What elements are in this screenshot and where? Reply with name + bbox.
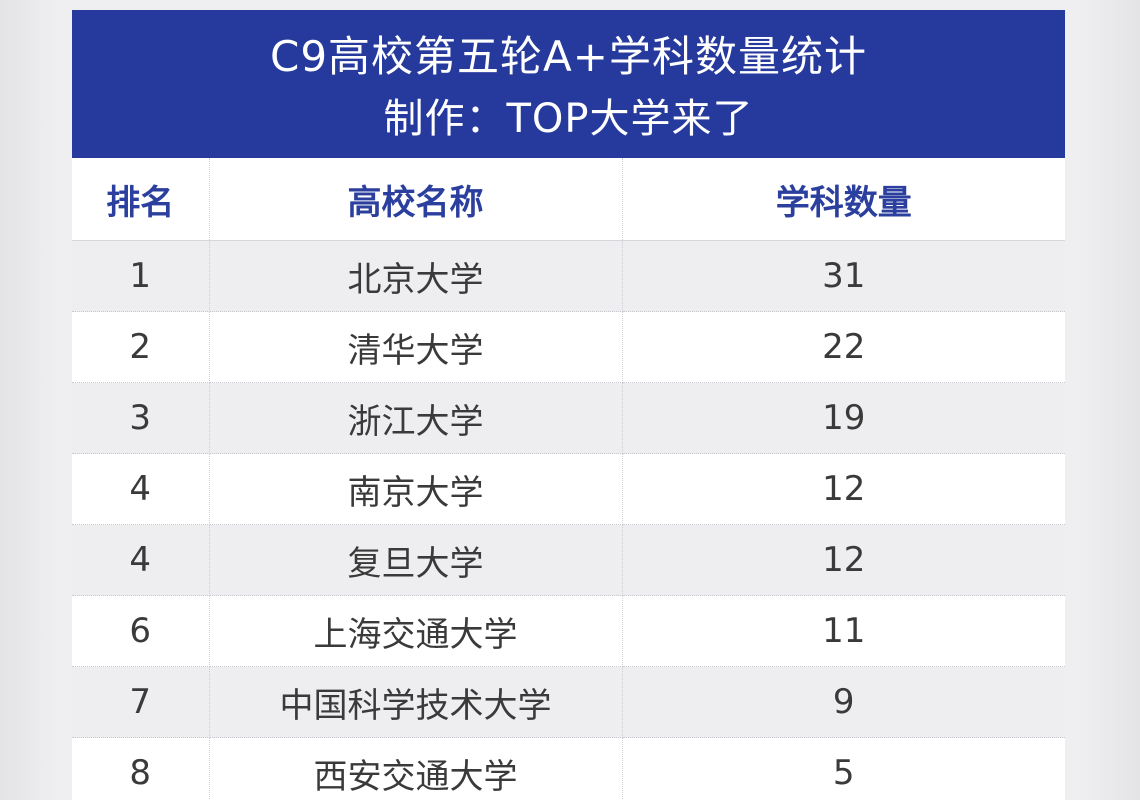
university-name-cell: 南京大学: [209, 453, 623, 525]
column-header-rank: 排名: [72, 158, 210, 241]
university-name-cell: 中国科学技术大学: [209, 666, 623, 738]
table-row: 4 复旦大学 12: [72, 524, 1065, 596]
page-title: C9高校第五轮A+学科数量统计: [270, 32, 867, 81]
subject-count-cell: 11: [622, 595, 1065, 667]
column-header-name: 高校名称: [209, 158, 623, 241]
rank-cell: 8: [72, 737, 210, 800]
university-name-cell: 北京大学: [209, 240, 623, 312]
subject-count-cell: 5: [622, 737, 1065, 800]
table-row: 8 西安交通大学 5: [72, 737, 1065, 800]
table-row: 1 北京大学 31: [72, 240, 1065, 312]
subject-count-cell: 22: [622, 311, 1065, 383]
rank-cell: 6: [72, 595, 210, 667]
rank-cell: 2: [72, 311, 210, 383]
rank-cell: 4: [72, 453, 210, 525]
subject-count-cell: 12: [622, 524, 1065, 596]
university-name-cell: 清华大学: [209, 311, 623, 383]
ranking-table: 排名 高校名称 学科数量 1 北京大学 31 2 清华大学 22 3 浙江大学 …: [72, 158, 1065, 800]
table-row: 3 浙江大学 19: [72, 382, 1065, 454]
table-row: 2 清华大学 22: [72, 311, 1065, 383]
subject-count-cell: 9: [622, 666, 1065, 738]
column-header-count: 学科数量: [622, 158, 1065, 241]
page-subtitle: 制作：TOP大学来了: [383, 96, 754, 142]
subject-count-cell: 31: [622, 240, 1065, 312]
rank-cell: 3: [72, 382, 210, 454]
table-row: 7 中国科学技术大学 9: [72, 666, 1065, 738]
university-name-cell: 上海交通大学: [209, 595, 623, 667]
rank-cell: 1: [72, 240, 210, 312]
rank-cell: 4: [72, 524, 210, 596]
university-name-cell: 浙江大学: [209, 382, 623, 454]
university-name-cell: 西安交通大学: [209, 737, 623, 800]
title-banner: C9高校第五轮A+学科数量统计 制作：TOP大学来了: [72, 10, 1065, 158]
table-row: 4 南京大学 12: [72, 453, 1065, 525]
university-name-cell: 复旦大学: [209, 524, 623, 596]
rank-cell: 7: [72, 666, 210, 738]
table-row: 6 上海交通大学 11: [72, 595, 1065, 667]
subject-count-cell: 12: [622, 453, 1065, 525]
table-header-row: 排名 高校名称 学科数量: [72, 158, 1065, 241]
subject-count-cell: 19: [622, 382, 1065, 454]
ranking-card: C9高校第五轮A+学科数量统计 制作：TOP大学来了 排名 高校名称 学科数量 …: [72, 10, 1065, 800]
